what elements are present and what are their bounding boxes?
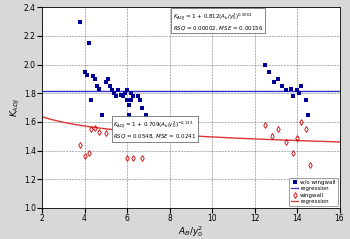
Y-axis label: $K_{ADJ}$: $K_{ADJ}$ [9,98,22,117]
X-axis label: $A_B/y_0^2$: $A_B/y_0^2$ [178,225,203,239]
Text: $\it{K}_{ADJ}$ = 1 + 0.812$(A_b/y_0^2)^{0.0001}$
$\it{RSQ}$ = 0.00002, $\it{MSE}: $\it{K}_{ADJ}$ = 1 + 0.812$(A_b/y_0^2)^{… [173,11,263,32]
Text: $\it{K}_{ADJ}$ = 1 + 0.709$(A_b/y_0^2)^{-0.133}$
$\it{RSQ}$ = 0.0548, $\it{MSE}$: $\it{K}_{ADJ}$ = 1 + 0.709$(A_b/y_0^2)^{… [113,120,196,140]
Legend: w/o wingwall, regression, wingwall, regression: w/o wingwall, regression, wingwall, regr… [289,178,338,206]
